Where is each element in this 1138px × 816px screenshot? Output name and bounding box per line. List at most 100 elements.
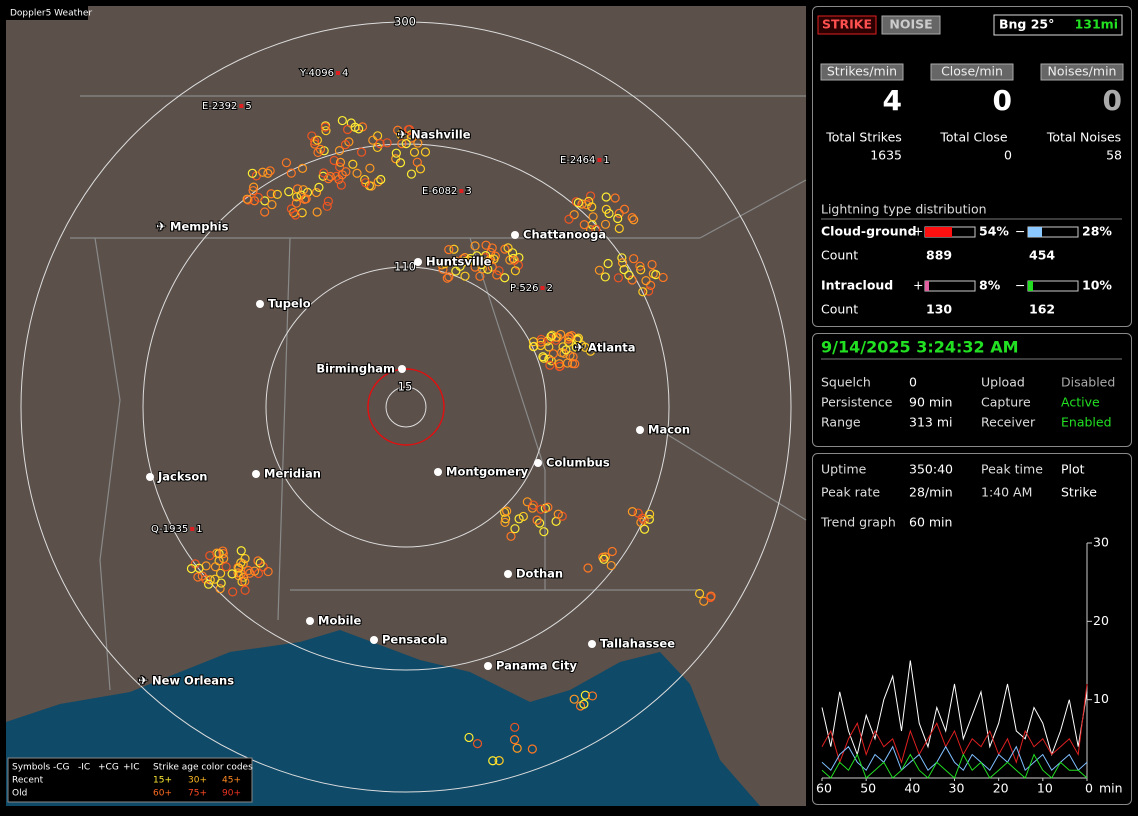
city-marker (484, 662, 492, 670)
strike-symbol (341, 167, 351, 177)
map: 300 110 15 Doppler5 Weather Symbols -CG … (6, 6, 807, 806)
strike-symbol (487, 262, 497, 272)
strike-symbol (494, 756, 504, 766)
total-value: 58 (1106, 148, 1122, 163)
strike-symbol (240, 553, 250, 564)
city-label: Macon (648, 423, 690, 437)
noise-button[interactable] (881, 15, 941, 35)
trend-line (821, 660, 1088, 757)
strike-symbol (210, 562, 221, 572)
strike-symbol (503, 243, 513, 253)
strike-symbol (585, 191, 596, 201)
strike-symbol (321, 126, 331, 136)
bearing-box (993, 14, 1123, 36)
row-value: 313 mi (909, 415, 952, 430)
strike-symbol (556, 329, 566, 340)
trend-line (821, 753, 1088, 779)
storm-count: 3 (465, 186, 471, 197)
row-value: Plot (1061, 462, 1085, 477)
strike-symbol (335, 157, 346, 168)
strike-symbol (527, 744, 537, 754)
strike-symbol (600, 272, 610, 282)
row-value: 350:40 (909, 462, 953, 477)
row-value: 0 (909, 375, 917, 390)
strike-symbol (470, 241, 480, 251)
total-value: 1635 (870, 148, 902, 163)
strike-symbol (286, 168, 296, 178)
row-label: Uptime (821, 462, 867, 477)
strike-symbol (227, 569, 237, 579)
strike-symbol (569, 210, 579, 220)
strike-symbol (600, 552, 610, 562)
strike-symbol (536, 504, 546, 514)
strike-symbol (481, 240, 491, 250)
strike-symbol (331, 171, 341, 181)
count-label: Count (821, 248, 858, 263)
percent: 54% (979, 224, 1009, 239)
row-value: Strike (1061, 485, 1097, 500)
strike-symbol (334, 146, 345, 156)
total-label: Total Noises (1046, 130, 1121, 145)
strike-symbol (444, 244, 454, 255)
sign: − (1015, 278, 1025, 293)
strike-symbol (315, 144, 326, 154)
strike-symbol (500, 273, 510, 283)
strike-symbol (594, 265, 605, 275)
city-label: Chattanooga (523, 228, 606, 242)
strike-symbol (619, 264, 629, 275)
city-label: Columbus (546, 456, 610, 470)
strike-symbol (554, 361, 565, 372)
strike-symbol (243, 195, 253, 205)
city-label: Montgomery (446, 465, 529, 479)
row-label: Receiver (981, 415, 1036, 430)
legend-head: +CG (98, 763, 119, 773)
strike-symbol (336, 180, 346, 190)
strike-symbol (266, 189, 276, 199)
strike-symbol (250, 566, 260, 576)
strike-symbol (539, 353, 549, 363)
strike-symbol (488, 756, 498, 766)
strike-symbol (637, 513, 647, 523)
strike-symbol (204, 579, 214, 589)
storm-id: P-526 (510, 283, 539, 294)
strike-symbol (641, 276, 651, 286)
row-label: Upload (981, 375, 1025, 390)
strike-symbol (583, 563, 593, 573)
city-marker (588, 640, 596, 648)
storm-dot (540, 286, 545, 290)
strike-symbol (340, 140, 351, 150)
city-marker: ✈ (138, 674, 148, 688)
strike-symbol (601, 192, 611, 202)
strike-symbol (236, 546, 246, 556)
sign: − (1015, 224, 1025, 239)
percent: 10% (1082, 278, 1112, 293)
strike-symbol (607, 546, 617, 557)
strike-symbol (375, 139, 385, 149)
strike-symbol (500, 517, 510, 528)
strike-symbol (291, 192, 302, 202)
row-label: 1:40 AM (981, 485, 1032, 500)
title-box (6, 6, 88, 20)
strike-symbol (548, 349, 558, 359)
strike-symbol (528, 337, 539, 347)
strike-symbol (617, 258, 628, 268)
percent: 8% (979, 278, 1001, 293)
strike-symbol (460, 252, 470, 263)
strike-symbol (205, 551, 215, 561)
strike-symbol (544, 354, 554, 364)
distribution: Cloud-ground+ 54% −28%Count 889 454Intraclou… (821, 224, 1112, 317)
trend-label: Trend graph (820, 515, 896, 530)
bar-track (924, 280, 976, 292)
strike-symbol (546, 331, 556, 342)
strike-symbol (382, 138, 392, 148)
strike-symbol (573, 198, 584, 208)
city-label: Panama City (496, 659, 577, 673)
strike-symbol (247, 168, 257, 178)
strike-symbol (460, 257, 470, 267)
age-code: 75+ (188, 789, 207, 799)
strike-symbol (216, 578, 226, 588)
city-label: Mobile (318, 614, 361, 628)
strike-button[interactable] (817, 15, 877, 35)
stats-panel (812, 453, 1132, 805)
strike-symbol (284, 187, 294, 197)
